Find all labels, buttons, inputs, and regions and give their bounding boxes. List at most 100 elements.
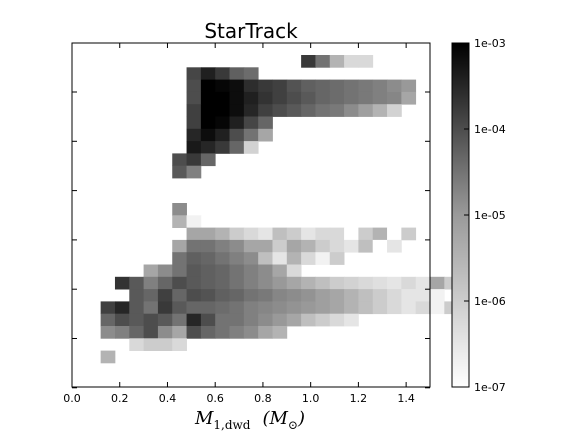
- heatmap-cell: [372, 276, 388, 290]
- heatmap-cell: [200, 104, 216, 117]
- heatmap-cell: [286, 91, 302, 105]
- heatmap-cell: [243, 326, 259, 339]
- heatmap-cell: [186, 116, 202, 130]
- heatmap-cell: [301, 104, 316, 117]
- heatmap-cell: [172, 239, 187, 253]
- heatmap-cell: [215, 239, 230, 253]
- heatmap-cell: [172, 165, 187, 179]
- heatmap-cell: [172, 264, 187, 278]
- heatmap-cell: [258, 264, 273, 278]
- x-axis-label-unit-subscript: ⊙: [288, 418, 298, 432]
- heatmap-cell: [430, 301, 445, 315]
- heatmap-cell: [186, 313, 202, 327]
- heatmap-cell: [215, 91, 230, 105]
- heatmap-cell: [243, 276, 259, 290]
- heatmap-cell: [372, 239, 388, 253]
- heatmap-cell: [372, 289, 388, 302]
- colorbar-ticks: 1e-03 1e-04 1e-05 1e-06 1e-07: [464, 37, 506, 394]
- heatmap-cell: [157, 326, 173, 339]
- heatmap-cell: [143, 301, 159, 315]
- heatmap-cell: [387, 239, 402, 253]
- heatmap-cell: [286, 104, 302, 117]
- heatmap-cell: [258, 104, 273, 117]
- heatmap-cell: [186, 67, 202, 80]
- heatmap-cell: [301, 239, 316, 253]
- heatmap-cell: [200, 239, 216, 253]
- heatmap-cell: [315, 289, 331, 302]
- heatmap-cell: [358, 79, 374, 93]
- heatmap-cell: [215, 264, 230, 278]
- heatmap-cell: [243, 141, 259, 154]
- x-axis: 0.0 0.2 0.4 0.6 0.8 1.0 1.2 1.4: [63, 43, 415, 405]
- heatmap-cell: [272, 326, 288, 339]
- heatmap-cell: [143, 264, 159, 278]
- heatmap-cell: [329, 91, 345, 105]
- heatmap-cell: [258, 91, 273, 105]
- heatmap-cell: [114, 313, 130, 327]
- heatmap-cell: [186, 128, 202, 142]
- heatmap-cell: [344, 79, 359, 93]
- x-axis-label-unit-close: ): [297, 408, 305, 429]
- heatmap-cell: [229, 141, 245, 154]
- heatmap-cell: [258, 227, 273, 241]
- heatmap-cell: [315, 313, 331, 327]
- heatmap-cell: [286, 239, 302, 253]
- heatmap-cell: [172, 301, 187, 315]
- heatmap-cell: [200, 252, 216, 265]
- heatmap-cell: [430, 289, 445, 302]
- heatmap-cell: [172, 313, 187, 327]
- heatmap-cell: [329, 79, 345, 93]
- heatmap-cell: [186, 276, 202, 290]
- heatmap-cell: [229, 104, 245, 117]
- heatmap-cell: [100, 301, 116, 315]
- heatmap-cell: [186, 326, 202, 339]
- heatmap-cell: [315, 252, 331, 265]
- heatmap-cell: [372, 104, 388, 117]
- heatmap-cell: [200, 128, 216, 142]
- heatmap-cell: [258, 252, 273, 265]
- heatmap-cell: [114, 301, 130, 315]
- heatmap-cell: [229, 326, 245, 339]
- colorbar-tick-label: 1e-04: [474, 123, 506, 136]
- heatmap-cell: [172, 289, 187, 302]
- heatmap-cell: [372, 301, 388, 315]
- heatmap-cell: [143, 289, 159, 302]
- heatmap-cell: [200, 153, 216, 167]
- heatmap-cell: [186, 91, 202, 105]
- heatmap-cell: [100, 313, 116, 327]
- heatmap-cell: [286, 227, 302, 241]
- heatmap-cell: [387, 91, 402, 105]
- heatmap-cell: [186, 264, 202, 278]
- heatmap-cell: [315, 227, 331, 241]
- heatmap-cell: [200, 79, 216, 93]
- heatmap-cell: [114, 326, 130, 339]
- heatmap-cell: [243, 79, 259, 93]
- heatmap-cell: [229, 116, 245, 130]
- heatmap-cell: [243, 116, 259, 130]
- heatmap-cell: [215, 301, 230, 315]
- heatmap-cell: [157, 313, 173, 327]
- heatmap-cell: [272, 252, 288, 265]
- heatmap-cell: [186, 153, 202, 167]
- heatmap-cell: [157, 301, 173, 315]
- heatmap-cell: [372, 79, 388, 93]
- heatmap-cell: [301, 91, 316, 105]
- heatmap-cell: [186, 104, 202, 117]
- heatmap-cell: [272, 91, 288, 105]
- x-tick-label: 1.4: [397, 392, 415, 405]
- heatmap-cell: [157, 338, 173, 351]
- heatmap-cell: [329, 301, 345, 315]
- heatmap-cell: [329, 227, 345, 241]
- heatmap-cell: [258, 128, 273, 142]
- heatmap-cell: [129, 338, 144, 351]
- colorbar-tick-label: 1e-03: [474, 37, 506, 50]
- heatmap-cell: [215, 128, 230, 142]
- heatmap-cell: [344, 301, 359, 315]
- heatmap-cell: [401, 79, 417, 93]
- x-tick-label: 0.8: [254, 392, 272, 405]
- x-tick-label: 0.6: [206, 392, 224, 405]
- heatmap-cell: [286, 313, 302, 327]
- heatmap-cell: [200, 264, 216, 278]
- heatmap-cell: [200, 276, 216, 290]
